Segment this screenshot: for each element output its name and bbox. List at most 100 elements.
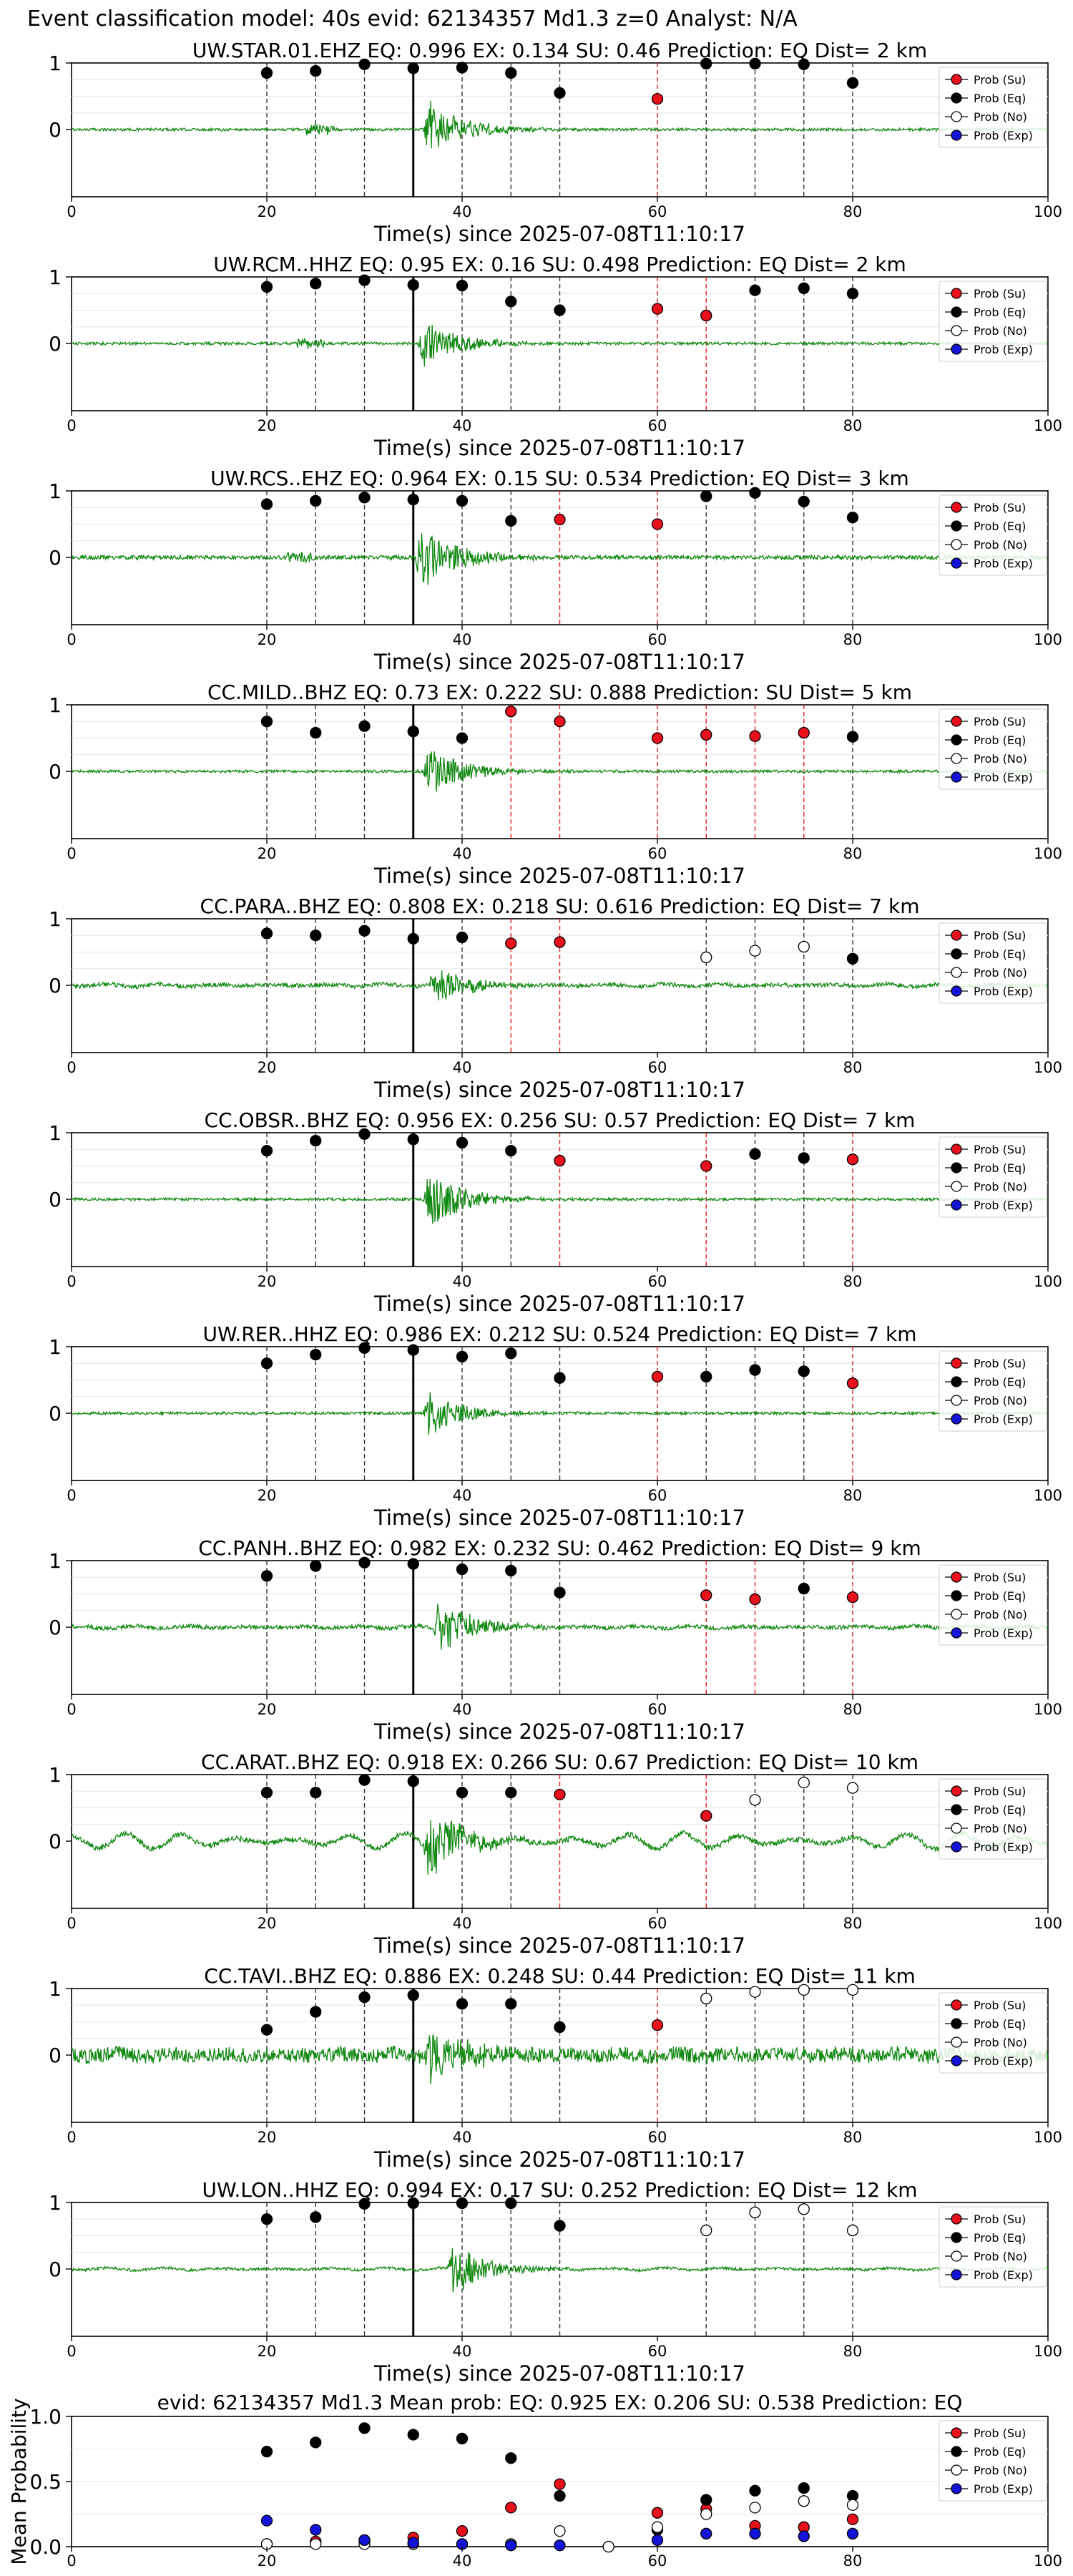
legend-frame bbox=[939, 280, 1047, 362]
mean-marker-no bbox=[700, 2508, 712, 2520]
prob-marker-eq bbox=[260, 1570, 273, 1582]
legend-label-no: Prob (No) bbox=[974, 752, 1027, 766]
legend-label-eq: Prob (Eq) bbox=[974, 1161, 1026, 1175]
mean-marker-eq bbox=[260, 2445, 273, 2458]
panel-title: CC.OBSR..BHZ EQ: 0.956 EX: 0.256 SU: 0.5… bbox=[205, 1108, 916, 1132]
waveform-trace bbox=[71, 970, 1049, 1001]
xtick-label: 100 bbox=[1034, 203, 1062, 220]
panel-title: CC.MILD..BHZ EQ: 0.73 EX: 0.222 SU: 0.88… bbox=[207, 680, 912, 704]
legend-marker-su bbox=[951, 2427, 962, 2439]
legend-frame bbox=[939, 1564, 1047, 1646]
prob-marker-su bbox=[651, 518, 664, 530]
prob-marker-eq bbox=[554, 87, 566, 99]
prob-marker-eq bbox=[358, 720, 371, 732]
ytick-label: 1 bbox=[49, 1335, 62, 1359]
legend-marker-eq bbox=[951, 2446, 962, 2457]
panels: UW.STAR.01.EHZ EQ: 0.996 EX: 0.134 SU: 0… bbox=[7, 39, 1062, 2570]
xtick-label: 80 bbox=[843, 2343, 863, 2360]
panel-title: CC.ARAT..BHZ EQ: 0.918 EX: 0.266 SU: 0.6… bbox=[201, 1750, 918, 1774]
mean-marker-eq bbox=[407, 2429, 419, 2441]
legend-label-exp: Prob (Exp) bbox=[974, 2268, 1033, 2282]
ytick-label: 1 bbox=[49, 1121, 62, 1145]
prob-marker-eq bbox=[456, 1136, 469, 1149]
legend-marker-exp bbox=[951, 2055, 962, 2067]
legend-marker-eq bbox=[951, 948, 962, 960]
xtick-label: 40 bbox=[453, 2552, 472, 2570]
legend-marker-su bbox=[951, 1357, 962, 1369]
ytick-label: 1 bbox=[49, 479, 62, 503]
prob-marker-no bbox=[700, 951, 712, 964]
legend-frame bbox=[939, 2420, 1047, 2502]
mean-marker-eq bbox=[554, 2489, 566, 2502]
panel-title: UW.RCS..EHZ EQ: 0.964 EX: 0.15 SU: 0.534… bbox=[210, 467, 909, 490]
legend-marker-no bbox=[951, 753, 962, 764]
legend-marker-eq bbox=[951, 1804, 962, 1815]
prob-marker-su bbox=[798, 726, 810, 739]
prob-marker-su bbox=[505, 937, 517, 950]
prob-marker-eq bbox=[700, 1370, 712, 1382]
mean-marker-exp bbox=[310, 2524, 322, 2536]
prob-marker-su bbox=[554, 1154, 566, 1167]
prob-marker-eq bbox=[358, 1991, 371, 2004]
xtick-label: 60 bbox=[648, 1273, 667, 1290]
xtick-label: 40 bbox=[453, 1059, 472, 1076]
legend-marker-exp bbox=[951, 771, 962, 783]
panel-title: CC.PARA..BHZ EQ: 0.808 EX: 0.218 SU: 0.6… bbox=[200, 894, 920, 918]
xtick-label: 40 bbox=[453, 2129, 472, 2146]
mean-marker-exp bbox=[407, 2537, 419, 2549]
prob-marker-eq bbox=[260, 1144, 273, 1157]
legend-marker-exp bbox=[951, 2483, 962, 2494]
prob-marker-eq bbox=[407, 493, 419, 506]
panel-title: UW.RCM..HHZ EQ: 0.95 EX: 0.16 SU: 0.498 … bbox=[213, 253, 906, 276]
ytick-label: 0.0 bbox=[29, 2535, 62, 2559]
legend-label-no: Prob (No) bbox=[974, 966, 1027, 980]
mean-marker-exp bbox=[846, 2527, 859, 2540]
prob-marker-eq bbox=[358, 924, 371, 937]
ytick-label: 0 bbox=[49, 1616, 62, 1639]
panel-title: evid: 62134357 Md1.3 Mean prob: EQ: 0.92… bbox=[157, 2391, 963, 2414]
xtick-label: 80 bbox=[843, 1487, 863, 1504]
prob-marker-eq bbox=[456, 279, 469, 292]
legend-marker-no bbox=[951, 111, 962, 122]
legend-marker-no bbox=[951, 2250, 962, 2262]
legend-label-no: Prob (No) bbox=[974, 2036, 1027, 2049]
xtick-label: 20 bbox=[258, 2552, 277, 2570]
waveform-trace bbox=[71, 100, 1049, 149]
waveform-trace bbox=[71, 2248, 1049, 2293]
xtick-label: 60 bbox=[648, 1059, 667, 1076]
legend-label-exp: Prob (Exp) bbox=[974, 343, 1033, 356]
legend-marker-su bbox=[951, 1571, 962, 1583]
xtick-label: 100 bbox=[1034, 417, 1062, 434]
prob-marker-no bbox=[749, 945, 761, 957]
xtick-label: 0 bbox=[67, 631, 76, 648]
prob-marker-eq bbox=[505, 2197, 517, 2210]
legend-label-eq: Prob (Eq) bbox=[974, 1375, 1026, 1389]
prob-marker-eq bbox=[310, 1560, 322, 1572]
station-panel-10: CC.TAVI..BHZ EQ: 0.886 EX: 0.248 SU: 0.4… bbox=[49, 1964, 1062, 2172]
prob-marker-eq bbox=[407, 726, 419, 738]
panel-title: CC.TAVI..BHZ EQ: 0.886 EX: 0.248 SU: 0.4… bbox=[204, 1964, 915, 1988]
waveform-trace bbox=[71, 751, 1049, 792]
prob-marker-su bbox=[749, 1593, 761, 1606]
prob-marker-eq bbox=[310, 1349, 322, 1361]
prob-marker-eq bbox=[798, 495, 810, 508]
xtick-label: 0 bbox=[67, 1487, 76, 1504]
prob-marker-eq bbox=[554, 1586, 566, 1599]
prob-marker-eq bbox=[407, 1133, 419, 1146]
prob-marker-no bbox=[798, 940, 810, 953]
prob-marker-no bbox=[798, 1984, 810, 1996]
prob-marker-eq bbox=[749, 284, 761, 296]
station-panel-2: UW.RCM..HHZ EQ: 0.95 EX: 0.16 SU: 0.498 … bbox=[49, 253, 1062, 460]
ytick-label: 0 bbox=[49, 546, 62, 570]
prob-marker-su bbox=[700, 1810, 712, 1822]
prob-marker-eq bbox=[846, 512, 859, 524]
xtick-label: 0 bbox=[67, 1059, 76, 1076]
mean-marker-exp bbox=[260, 2514, 273, 2527]
prob-marker-eq bbox=[505, 67, 517, 79]
legend-marker-eq bbox=[951, 520, 962, 532]
legend-marker-no bbox=[951, 2464, 962, 2476]
legend-marker-no bbox=[951, 1609, 962, 1620]
xtick-label: 80 bbox=[843, 2129, 863, 2146]
legend-marker-no bbox=[951, 967, 962, 978]
legend-marker-no bbox=[951, 1181, 962, 1192]
